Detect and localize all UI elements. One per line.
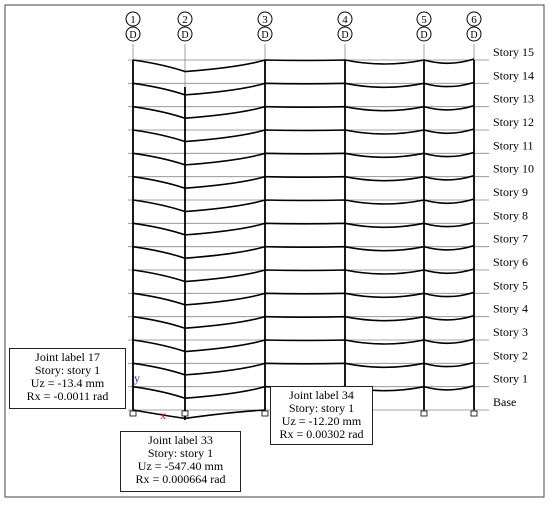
joint-story: Story: story 1 <box>147 446 214 460</box>
joint-17-info: Joint label 17 Story: story 1 Uz = -13.4… <box>9 348 126 409</box>
grid-number: 3 <box>262 14 268 26</box>
joint-label: Joint label 33 <box>148 433 213 447</box>
story-label: Story 11 <box>493 138 534 152</box>
support-symbol <box>420 410 428 417</box>
support-symbol <box>181 410 189 417</box>
joint-uz: Uz = -547.40 mm <box>137 459 224 473</box>
joint-33-info: Joint label 33 Story: story 1 Uz = -547.… <box>120 431 241 492</box>
grid-letter: D <box>129 30 136 41</box>
x-axis-label: x <box>160 408 166 422</box>
story-label: Story 7 <box>493 232 528 246</box>
story-beam <box>132 58 475 73</box>
story-label: Story 15 <box>493 45 534 59</box>
story-label: Story 8 <box>493 208 528 222</box>
story-label: Story 2 <box>493 348 528 362</box>
grid-bubble-3: 3D <box>257 11 273 42</box>
joint-label: Joint label 17 <box>35 350 100 364</box>
story-label: Story 5 <box>493 278 528 292</box>
joint-uz: Uz = -12.20 mm <box>281 414 362 428</box>
story-label: Story 3 <box>493 325 528 339</box>
joint-uz: Uz = -13.4 mm <box>30 376 105 390</box>
grid-number: 1 <box>130 14 136 26</box>
grid-letter: D <box>470 30 477 41</box>
joint-rx: Rx = 0.000664 rad <box>135 472 226 486</box>
base-beam <box>132 409 266 420</box>
joint-story: Story: story 1 <box>288 401 355 415</box>
grid-bubble-1: 1D <box>125 11 141 42</box>
story-label: Base <box>493 395 516 409</box>
support-symbol <box>470 410 478 417</box>
story-label: Story 9 <box>493 185 528 199</box>
story-label: Story 4 <box>493 302 528 316</box>
story-label: Story 10 <box>493 162 534 176</box>
grid-bubble-5: 5D <box>416 11 432 42</box>
grid-number: 4 <box>342 14 348 26</box>
joint-34-info: Joint label 34 Story: story 1 Uz = -12.2… <box>270 386 373 445</box>
grid-number: 5 <box>421 14 427 26</box>
grid-letter: D <box>261 30 268 41</box>
grid-bubble-2: 2D <box>177 11 193 42</box>
y-axis-label: y <box>134 371 140 385</box>
grid-letter: D <box>420 30 427 41</box>
story-label: Story 13 <box>493 92 534 106</box>
story-label: Story 1 <box>493 372 528 386</box>
support-symbol <box>129 410 137 417</box>
grid-letter: D <box>341 30 348 41</box>
joint-label: Joint label 34 <box>289 388 354 402</box>
grid-letter: D <box>181 30 188 41</box>
joint-rx: Rx = 0.00302 rad <box>279 427 364 441</box>
grid-number: 6 <box>471 14 477 26</box>
view-border <box>4 4 545 498</box>
grid-number: 2 <box>182 14 188 26</box>
support-symbol <box>261 410 269 417</box>
joint-story: Story: story 1 <box>34 363 101 377</box>
grid-bubble-4: 4D <box>337 11 353 42</box>
story-label: Story 14 <box>493 68 534 82</box>
story-label: Story 12 <box>493 115 534 129</box>
story-label: Story 6 <box>493 255 528 269</box>
grid-bubble-6: 6D <box>466 11 482 42</box>
joint-rx: Rx = -0.0011 rad <box>26 389 109 403</box>
